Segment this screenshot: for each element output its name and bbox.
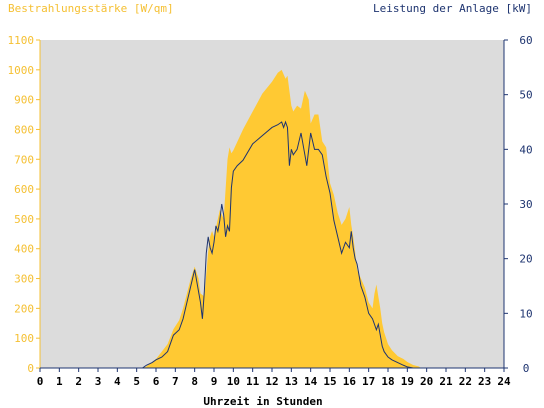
x-tick-label: 15 xyxy=(323,375,336,388)
right-y-tick-label: 10 xyxy=(519,307,532,320)
power-line xyxy=(40,120,504,369)
x-tick-label: 2 xyxy=(75,375,82,388)
x-tick-label: 3 xyxy=(95,375,102,388)
x-tick-label: 9 xyxy=(211,375,218,388)
x-tick-label: 18 xyxy=(381,375,394,388)
left-y-tick-label: 1000 xyxy=(8,64,35,77)
right-y-tick-label: 30 xyxy=(519,198,532,211)
x-tick-label: 10 xyxy=(227,375,240,388)
right-y-tick-label: 50 xyxy=(519,89,532,102)
left-y-tick-label: 400 xyxy=(14,243,34,256)
left-axis-title: Bestrahlungsstärke [W/qm] xyxy=(8,2,174,15)
irradiance-area xyxy=(40,69,504,368)
series-layer xyxy=(40,69,504,369)
x-tick-label: 0 xyxy=(37,375,44,388)
x-tick-label: 19 xyxy=(401,375,414,388)
x-tick-label: 13 xyxy=(285,375,298,388)
x-tick-label: 22 xyxy=(459,375,472,388)
left-y-tick-label: 800 xyxy=(14,123,34,136)
x-tick-label: 17 xyxy=(362,375,375,388)
x-tick-label: 8 xyxy=(191,375,198,388)
left-y-tick-label: 700 xyxy=(14,153,34,166)
left-y-tick-label: 600 xyxy=(14,183,34,196)
right-y-tick-label: 60 xyxy=(519,34,532,47)
x-tick-label: 14 xyxy=(304,375,318,388)
x-tick-label: 20 xyxy=(420,375,433,388)
x-tick-label: 7 xyxy=(172,375,179,388)
x-axis-label: Uhrzeit in Stunden xyxy=(203,395,322,408)
left-y-tick-label: 500 xyxy=(14,213,34,226)
x-tick-label: 11 xyxy=(246,375,260,388)
right-y-tick-label: 40 xyxy=(519,143,532,156)
x-tick-label: 21 xyxy=(439,375,453,388)
left-y-tick-label: 1100 xyxy=(8,34,35,47)
left-y-tick-label: 300 xyxy=(14,273,34,286)
left-y-tick-label: 0 xyxy=(27,362,34,375)
right-y-tick-label: 20 xyxy=(519,253,532,266)
x-tick-label: 4 xyxy=(114,375,121,388)
x-tick-label: 16 xyxy=(343,375,357,388)
x-tick-label: 6 xyxy=(153,375,160,388)
x-tick-label: 12 xyxy=(265,375,278,388)
x-tick-label: 1 xyxy=(56,375,63,388)
left-y-tick-label: 200 xyxy=(14,302,34,315)
right-y-tick-label: 0 xyxy=(523,362,530,375)
axis-layer: 0100200300400500600700800900100011000102… xyxy=(8,34,533,388)
x-tick-label: 24 xyxy=(497,375,511,388)
x-tick-label: 5 xyxy=(133,375,140,388)
x-tick-label: 23 xyxy=(478,375,491,388)
left-y-tick-label: 900 xyxy=(14,94,34,107)
left-y-tick-label: 100 xyxy=(14,332,34,345)
right-axis-title: Leistung der Anlage [kW] xyxy=(373,2,532,15)
